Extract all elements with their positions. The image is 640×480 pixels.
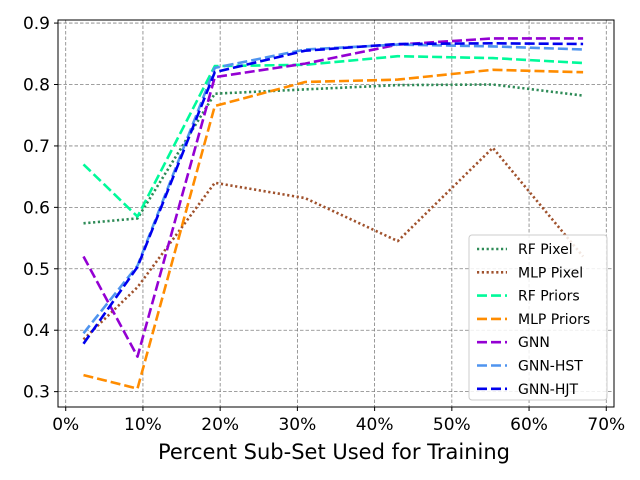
y-tick-label: 0.5 bbox=[23, 260, 50, 280]
legend-label: RF Pixel bbox=[518, 242, 573, 258]
legend-label: GNN-HJT bbox=[518, 382, 579, 398]
x-tick-label: 20% bbox=[201, 415, 239, 435]
x-tick-label: 60% bbox=[510, 415, 548, 435]
y-tick-label: 0.7 bbox=[23, 137, 50, 157]
y-tick-label: 0.9 bbox=[23, 14, 50, 34]
y-tick-label: 0.6 bbox=[23, 198, 50, 218]
y-tick-label: 0.3 bbox=[23, 383, 50, 403]
x-tick-label: 50% bbox=[433, 415, 471, 435]
y-tick-label: 0.4 bbox=[23, 321, 50, 341]
x-tick-label: 30% bbox=[278, 415, 316, 435]
legend: RF Pixel MLP Pixel RF Priors MLP Priors GNN G… bbox=[469, 235, 607, 400]
x-tick-label: 0% bbox=[52, 415, 79, 435]
legend-label: GNN bbox=[518, 335, 550, 351]
x-tick-label: 70% bbox=[587, 415, 625, 435]
legend-label: GNN-HST bbox=[518, 359, 583, 375]
x-tick-label: 40% bbox=[356, 415, 394, 435]
x-tick-label: 10% bbox=[124, 415, 162, 435]
y-tick-label: 0.8 bbox=[23, 76, 50, 96]
legend-label: MLP Priors bbox=[518, 312, 590, 328]
x-axis-title: Percent Sub-Set Used for Training bbox=[158, 440, 510, 464]
legend-label: RF Priors bbox=[518, 289, 580, 305]
legend-label: MLP Pixel bbox=[518, 265, 583, 281]
